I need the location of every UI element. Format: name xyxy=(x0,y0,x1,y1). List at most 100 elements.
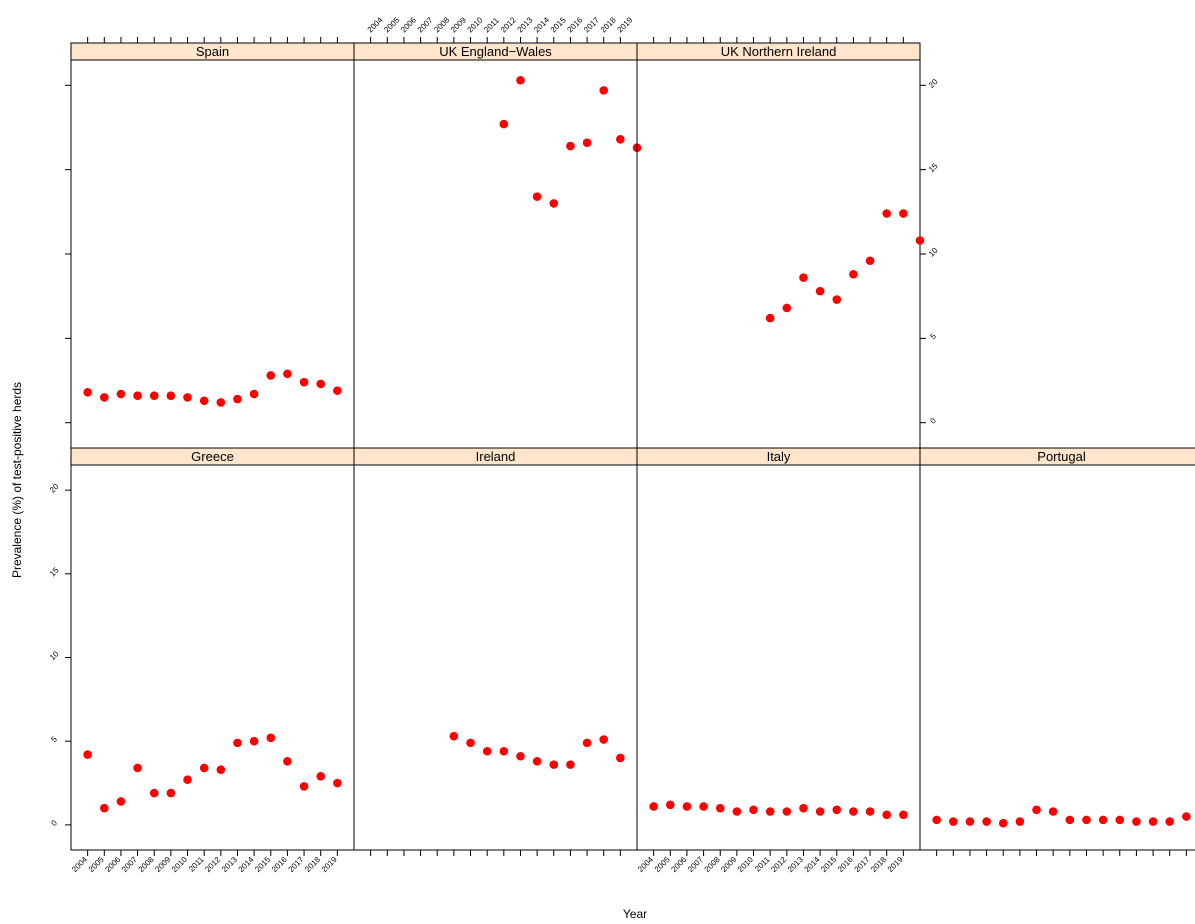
strip-label-portugal: Portugal xyxy=(1037,449,1086,464)
x-tick-label: 2018 xyxy=(869,855,888,874)
panel-frame-ireland xyxy=(353,464,638,851)
x-tick-label: 2013 xyxy=(516,15,535,34)
x-tick-label: 2015 xyxy=(253,855,272,874)
data-point-italy-2012 xyxy=(782,807,792,816)
data-point-greece-2005 xyxy=(99,803,109,813)
data-point-ireland-2017 xyxy=(582,738,592,748)
x-tick-label: 2019 xyxy=(320,855,339,874)
x-tick-label: 2007 xyxy=(686,855,705,874)
x-axis-bottom-3: 2004200520062007200820092010201120122013… xyxy=(636,850,905,874)
data-point-greece-2014 xyxy=(249,736,259,746)
x-tick-label: 2008 xyxy=(432,15,451,34)
data-point-greece-2010 xyxy=(183,775,192,784)
data-point-spain-2008 xyxy=(149,391,159,401)
data-point-portugal-2013 xyxy=(1082,815,1091,825)
y-tick-label: 0 xyxy=(49,818,59,828)
data-point-uk-england-wales-2014 xyxy=(532,192,542,201)
data-point-greece-2015 xyxy=(266,733,276,743)
x-tick-label: 2008 xyxy=(137,855,156,874)
data-point-portugal-2012 xyxy=(1065,815,1075,825)
x-tick-label: 2013 xyxy=(220,855,239,874)
data-point-greece-2018 xyxy=(316,772,326,781)
x-axis-top-1 xyxy=(87,37,338,43)
data-point-uk-england-wales-2019 xyxy=(616,134,625,144)
data-point-italy-2016 xyxy=(849,807,858,816)
y-axis-title: Prevalence (%) of test-positive herds xyxy=(10,382,24,578)
x-tick-label: 2013 xyxy=(786,855,805,874)
x-tick-label: 2016 xyxy=(565,15,584,34)
data-point-portugal-2014 xyxy=(1098,815,1108,825)
data-point-portugal-2016 xyxy=(1132,817,1141,826)
panel-frame-portugal xyxy=(919,464,1195,851)
data-point-greece-2016 xyxy=(283,756,292,766)
x-tick-label: 2019 xyxy=(886,855,905,874)
data-point-portugal-2007 xyxy=(982,817,991,826)
data-point-uk-england-wales-2015 xyxy=(549,199,559,208)
panel-ireland: Ireland xyxy=(353,447,638,851)
x-tick-label: 2014 xyxy=(237,855,256,874)
x-tick-label: 2017 xyxy=(287,855,306,874)
x-tick-label: 2014 xyxy=(532,15,551,34)
data-point-italy-2013 xyxy=(799,803,808,813)
x-axis-bottom-2 xyxy=(370,850,621,856)
x-axis-bottom-1: 2004200520062007200820092010201120122013… xyxy=(70,850,339,874)
data-point-spain-2018 xyxy=(316,379,326,389)
data-point-uk-northern-ireland-2015 xyxy=(832,295,842,304)
data-point-portugal-2018 xyxy=(1165,817,1175,826)
data-point-ireland-2012 xyxy=(499,746,509,756)
y-axis-left-top-row xyxy=(65,84,71,424)
panel-frame-greece xyxy=(70,464,355,851)
x-tick-label: 2017 xyxy=(853,855,872,874)
data-point-spain-2013 xyxy=(233,394,242,404)
x-tick-label: 2005 xyxy=(653,855,672,874)
x-axis-top-2: 2004200520062007200820092010201120122013… xyxy=(366,15,635,43)
x-tick-label: 2016 xyxy=(270,855,289,874)
panel-frame-spain xyxy=(70,59,355,449)
data-point-spain-2015 xyxy=(266,371,276,380)
panel-frame-italy xyxy=(636,464,921,851)
y-tick-label: 0 xyxy=(928,416,938,426)
data-point-uk-england-wales-2018 xyxy=(599,86,609,95)
panel-uk-england-wales: UK England−Wales xyxy=(353,42,642,449)
data-point-ireland-2015 xyxy=(549,760,559,769)
y-tick-label: 20 xyxy=(48,482,61,495)
data-point-uk-northern-ireland-2012 xyxy=(782,303,792,313)
y-tick-label: 5 xyxy=(49,734,59,744)
data-point-spain-2010 xyxy=(183,393,192,402)
y-axis-left-bottom-row: 0 5 10 15 20 xyxy=(48,482,71,828)
data-point-greece-2019 xyxy=(333,778,342,788)
y-tick-label: 5 xyxy=(928,331,938,341)
strip-label-ireland: Ireland xyxy=(476,449,516,464)
data-point-italy-2009 xyxy=(732,807,742,816)
data-point-portugal-2005 xyxy=(948,817,958,826)
x-tick-label: 2015 xyxy=(549,15,568,34)
x-tick-label: 2010 xyxy=(170,855,189,874)
y-tick-label: 15 xyxy=(48,565,61,578)
data-point-greece-2013 xyxy=(233,738,242,748)
data-point-portugal-2015 xyxy=(1115,815,1125,825)
data-point-greece-2007 xyxy=(133,763,142,773)
data-point-spain-2016 xyxy=(283,369,292,379)
data-point-ireland-2019 xyxy=(616,753,625,763)
data-point-uk-northern-ireland-2011 xyxy=(765,313,775,323)
x-tick-label: 2006 xyxy=(103,855,122,874)
x-tick-label: 2016 xyxy=(836,855,855,874)
x-axis-top-3 xyxy=(653,37,904,43)
x-tick-label: 2015 xyxy=(819,855,838,874)
x-tick-label: 2014 xyxy=(803,855,822,874)
panels-layer: Greece Ireland Italy Portugal Spain UK Englan… xyxy=(48,15,1195,874)
data-point-portugal-2009 xyxy=(1015,817,1025,826)
data-point-spain-2005 xyxy=(99,393,109,402)
data-point-greece-2004 xyxy=(83,750,92,759)
x-tick-label: 2004 xyxy=(636,855,655,874)
x-tick-label: 2006 xyxy=(399,15,418,34)
strip-label-italy: Italy xyxy=(767,449,791,464)
x-tick-label: 2004 xyxy=(70,855,89,874)
panel-italy: Italy xyxy=(636,447,921,851)
strip-label-uk-england-wales: UK England−Wales xyxy=(439,44,552,59)
x-tick-label: 2018 xyxy=(303,855,322,874)
data-point-portugal-2010 xyxy=(1032,805,1041,815)
panel-frame-uk-england-wales xyxy=(353,59,638,449)
data-point-spain-2006 xyxy=(116,389,126,399)
x-tick-label: 2010 xyxy=(466,15,485,34)
